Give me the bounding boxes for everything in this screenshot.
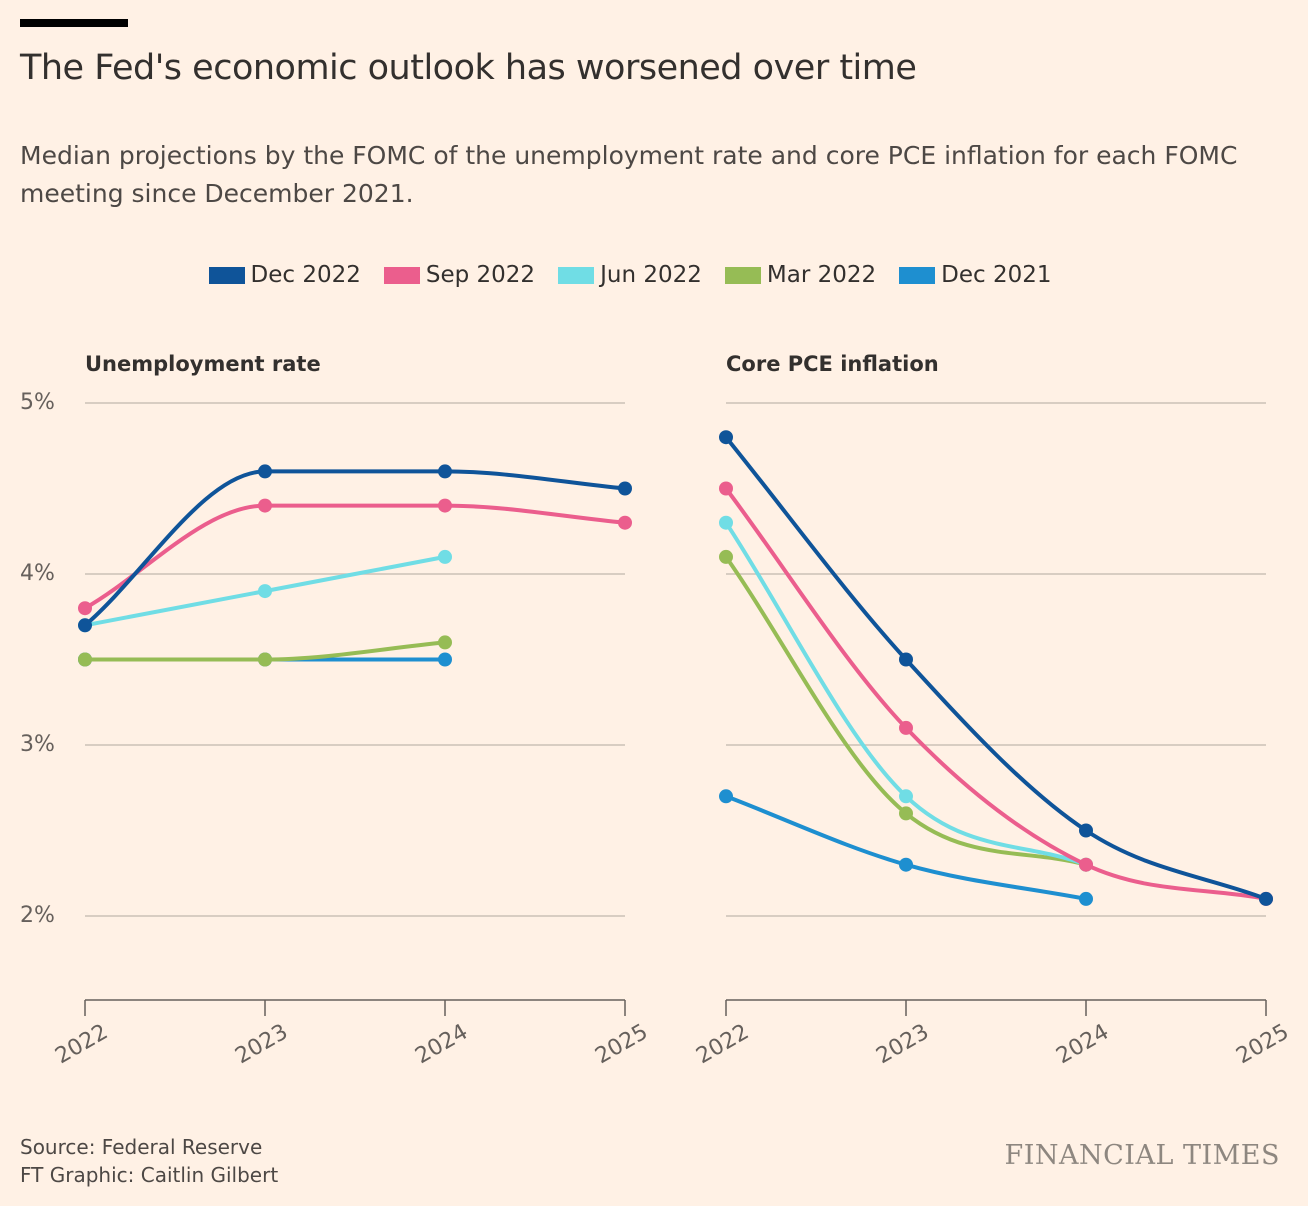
legend-swatch (208, 266, 245, 284)
legend-swatch (383, 266, 420, 284)
data-point (719, 430, 733, 445)
data-point (258, 464, 272, 479)
chart-panel-0: 2022 2023 2024 2025 (51, 402, 652, 1070)
legend-item-jun-2022: Jun 2022 (558, 262, 702, 288)
x-tick-label: 2022 (51, 1020, 112, 1070)
legend-item-dec-2021: Dec 2021 (899, 262, 1051, 288)
chart-panel-1: 2022 2023 2024 2025 (692, 402, 1293, 1070)
data-point (438, 635, 452, 650)
data-point (438, 652, 452, 667)
series-dec-2021 (719, 789, 1093, 906)
series-mar-2022 (78, 635, 452, 667)
legend: Dec 2022 Sep 2022 Jun 2022 Mar 2022 Dec … (0, 262, 1260, 288)
panel-title-unemployment: Unemployment rate (85, 352, 321, 376)
y-tick-label: 3% (20, 732, 55, 757)
data-point (438, 498, 452, 513)
legend-label: Jun 2022 (600, 262, 702, 288)
data-point (719, 789, 733, 804)
legend-label: Mar 2022 (766, 262, 877, 288)
panel-title-core-pce: Core PCE inflation (726, 352, 939, 376)
data-point (1079, 891, 1093, 906)
legend-swatch (899, 266, 936, 284)
data-point (258, 498, 272, 513)
x-tick-label: 2024 (411, 1020, 472, 1070)
x-tick-label: 2025 (1232, 1020, 1293, 1070)
data-point (899, 652, 913, 667)
series-line (83, 469, 627, 628)
data-point (719, 515, 733, 530)
data-point (1079, 823, 1093, 838)
x-tick-label: 2024 (1052, 1020, 1113, 1070)
x-tick-label: 2025 (591, 1020, 652, 1070)
series-line (724, 435, 1268, 901)
data-point (258, 652, 272, 667)
accent-bar (20, 19, 128, 27)
data-point (719, 481, 733, 496)
data-point (899, 789, 913, 804)
series-sep-2022 (78, 498, 632, 616)
series-dec-2022 (719, 430, 1273, 906)
x-tick-label: 2023 (231, 1020, 292, 1070)
y-tick-label: 2% (20, 903, 55, 928)
data-point (618, 481, 632, 496)
legend-swatch (558, 266, 595, 284)
data-point (438, 549, 452, 564)
data-point (78, 652, 92, 667)
series-mar-2022 (719, 549, 1093, 872)
y-tick-label: 5% (20, 390, 55, 415)
chart-subtitle: Median projections by the FOMC of the un… (20, 141, 1238, 208)
data-point (438, 464, 452, 479)
series-line (724, 520, 1088, 867)
x-tick-label: 2023 (872, 1020, 933, 1070)
series-line (83, 503, 627, 611)
series-dec-2022 (78, 464, 632, 633)
data-point (1079, 857, 1093, 872)
data-point (899, 720, 913, 735)
data-point (899, 857, 913, 872)
legend-swatch (724, 266, 761, 284)
data-point (1259, 891, 1273, 906)
series-jun-2022 (78, 549, 452, 633)
y-tick-label: 4% (20, 561, 55, 586)
data-point (719, 549, 733, 564)
legend-item-dec-2022: Dec 2022 (208, 262, 361, 288)
x-tick-label: 2022 (692, 1020, 753, 1070)
legend-item-mar-2022: Mar 2022 (724, 262, 877, 288)
legend-label: Sep 2022 (425, 262, 536, 288)
credit-text: FT Graphic: Caitlin Gilbert (20, 1163, 279, 1187)
data-point (899, 806, 913, 821)
data-point (78, 618, 92, 633)
source-note: Source: Federal Reserve FT Graphic: Cait… (20, 1133, 278, 1189)
data-point (78, 601, 92, 616)
series-line (724, 486, 1268, 901)
ft-logo: FINANCIAL TIMES (1004, 1140, 1280, 1171)
data-point (618, 515, 632, 530)
data-point (258, 584, 272, 599)
legend-label: Dec 2021 (941, 262, 1052, 288)
chart-title: The Fed's economic outlook has worsened … (20, 48, 917, 88)
legend-item-sep-2022: Sep 2022 (383, 262, 536, 288)
legend-label: Dec 2022 (250, 262, 361, 288)
source-text: Source: Federal Reserve (20, 1135, 263, 1159)
